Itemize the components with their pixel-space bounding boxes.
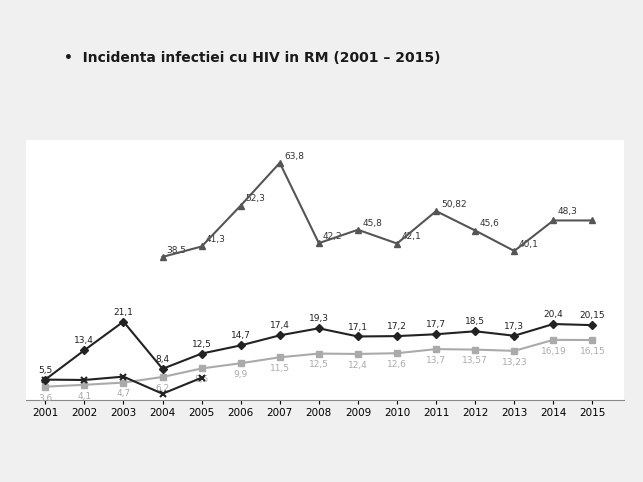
Text: 48,3: 48,3 [557, 206, 577, 215]
Text: 17,1: 17,1 [348, 322, 368, 332]
Text: 17,7: 17,7 [426, 321, 446, 329]
Text: 42,1: 42,1 [401, 232, 421, 241]
Text: 45,6: 45,6 [479, 219, 499, 228]
Text: 45,8: 45,8 [362, 219, 382, 228]
Text: 8,4: 8,4 [156, 355, 170, 364]
Text: 14,7: 14,7 [231, 332, 251, 340]
Text: 17,3: 17,3 [504, 322, 524, 331]
Text: 42,2: 42,2 [323, 232, 343, 241]
Text: 40,1: 40,1 [518, 240, 538, 249]
Text: 18,5: 18,5 [465, 317, 485, 326]
Text: 63,8: 63,8 [284, 152, 304, 161]
Text: 12,6: 12,6 [387, 360, 407, 369]
Text: 20,4: 20,4 [543, 310, 563, 319]
Text: 3,6: 3,6 [38, 394, 52, 402]
Text: 12,4: 12,4 [348, 361, 368, 370]
Text: 21,1: 21,1 [114, 308, 133, 317]
Text: 12,5: 12,5 [192, 340, 212, 348]
Text: 4,1: 4,1 [77, 392, 91, 401]
Text: 13,23: 13,23 [502, 358, 527, 367]
Text: 5,5: 5,5 [38, 366, 52, 375]
Text: 16,19: 16,19 [541, 347, 566, 356]
Text: 16,15: 16,15 [579, 347, 605, 356]
Text: 13,57: 13,57 [462, 357, 488, 365]
Text: 4,7: 4,7 [116, 389, 131, 399]
Text: 20,15: 20,15 [579, 311, 605, 320]
Text: 8,5: 8,5 [194, 375, 209, 384]
Text: 11,5: 11,5 [270, 364, 290, 373]
Text: 6,2: 6,2 [156, 384, 170, 393]
Text: 19,3: 19,3 [309, 314, 329, 323]
Text: 13,4: 13,4 [75, 336, 95, 345]
Text: 41,3: 41,3 [206, 235, 226, 244]
Text: 38,5: 38,5 [167, 246, 186, 255]
Text: •  Incidenta infectiei cu HIV in RM (2001 – 2015): • Incidenta infectiei cu HIV in RM (2001… [64, 51, 441, 65]
Text: 52,3: 52,3 [245, 194, 265, 203]
Text: 12,5: 12,5 [309, 361, 329, 370]
Text: 9,9: 9,9 [233, 370, 248, 379]
Text: 50,82: 50,82 [442, 200, 467, 209]
Text: 13,7: 13,7 [426, 356, 446, 365]
Text: 17,4: 17,4 [270, 321, 290, 331]
Text: 17,2: 17,2 [387, 322, 407, 331]
